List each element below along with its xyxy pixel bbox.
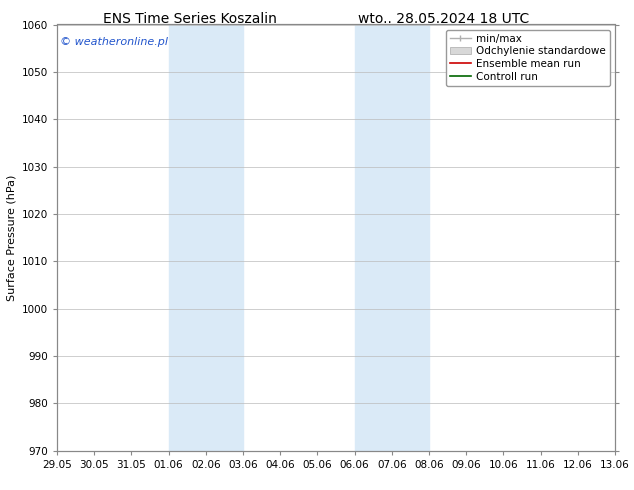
Legend: min/max, Odchylenie standardowe, Ensemble mean run, Controll run: min/max, Odchylenie standardowe, Ensembl… bbox=[446, 30, 610, 86]
Text: wto.. 28.05.2024 18 UTC: wto.. 28.05.2024 18 UTC bbox=[358, 12, 529, 26]
Text: © weatheronline.pl: © weatheronline.pl bbox=[60, 37, 168, 48]
Text: ENS Time Series Koszalin: ENS Time Series Koszalin bbox=[103, 12, 277, 26]
Bar bbox=[354, 24, 429, 451]
Bar bbox=[169, 24, 243, 451]
Y-axis label: Surface Pressure (hPa): Surface Pressure (hPa) bbox=[6, 174, 16, 301]
